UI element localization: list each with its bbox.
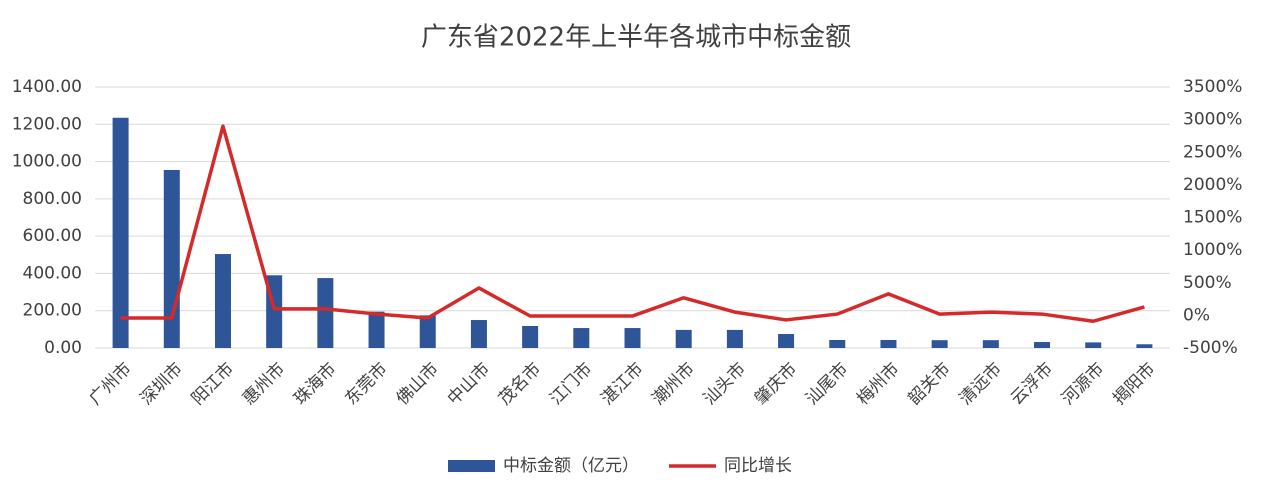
bar bbox=[675, 329, 692, 348]
x-tick-label: 佛山市 bbox=[393, 359, 443, 409]
bar bbox=[214, 254, 231, 348]
legend-label: 中标金额（亿元） bbox=[503, 456, 639, 476]
x-tick-label: 韶关市 bbox=[905, 359, 955, 409]
bar bbox=[880, 339, 897, 348]
x-tick-label: 河源市 bbox=[1058, 359, 1108, 409]
bar bbox=[470, 320, 487, 348]
bar bbox=[624, 328, 641, 348]
bar bbox=[419, 315, 436, 348]
y-tick-label: 200.00 bbox=[23, 301, 82, 321]
y2-tick-label: 2000% bbox=[1183, 175, 1242, 195]
x-tick-label: 揭阳市 bbox=[1109, 359, 1159, 409]
bar bbox=[829, 339, 846, 348]
y2-tick-label: 2500% bbox=[1183, 142, 1242, 162]
y2-tick-label: 1000% bbox=[1183, 240, 1242, 260]
x-tick-label: 肇庆市 bbox=[751, 359, 801, 409]
x-tick-label: 深圳市 bbox=[137, 359, 187, 409]
bar bbox=[368, 311, 385, 348]
legend-swatch bbox=[448, 460, 495, 472]
y2-tick-label: 1500% bbox=[1183, 208, 1242, 228]
x-tick-label: 云浮市 bbox=[1007, 359, 1057, 409]
bar bbox=[112, 117, 129, 348]
y2-tick-label: 0% bbox=[1183, 305, 1210, 325]
x-tick-label: 潮州市 bbox=[649, 359, 699, 409]
y-tick-label: 600.00 bbox=[23, 226, 82, 246]
y2-tick-label: 3500% bbox=[1183, 77, 1242, 97]
bar bbox=[163, 169, 180, 348]
x-tick-label: 清远市 bbox=[956, 359, 1006, 409]
x-tick-label: 湛江市 bbox=[597, 359, 647, 409]
bar bbox=[778, 334, 795, 348]
x-tick-label: 中山市 bbox=[444, 359, 494, 409]
bar bbox=[726, 329, 743, 348]
y2-tick-label: -500% bbox=[1183, 338, 1238, 358]
y-tick-label: 1200.00 bbox=[12, 114, 82, 134]
bar bbox=[317, 278, 334, 348]
x-tick-label: 珠海市 bbox=[290, 359, 340, 409]
y2-tick-label: 3000% bbox=[1183, 110, 1242, 130]
y-tick-label: 1000.00 bbox=[12, 152, 82, 172]
bar bbox=[1085, 342, 1102, 348]
x-tick-label: 汕尾市 bbox=[802, 359, 852, 409]
bar bbox=[931, 340, 948, 348]
y-tick-label: 0.00 bbox=[44, 338, 82, 358]
y2-tick-label: 500% bbox=[1183, 273, 1232, 293]
x-tick-label: 茂名市 bbox=[495, 359, 545, 409]
bar bbox=[573, 328, 590, 348]
x-tick-label: 梅州市 bbox=[853, 359, 903, 409]
bar bbox=[982, 340, 999, 348]
x-tick-label: 江门市 bbox=[546, 359, 596, 409]
x-tick-label: 惠州市 bbox=[239, 359, 289, 409]
y-tick-label: 800.00 bbox=[23, 189, 82, 209]
legend-label: 同比增长 bbox=[724, 456, 792, 476]
bar bbox=[1136, 344, 1153, 348]
line bbox=[120, 124, 1145, 323]
bar bbox=[1034, 342, 1051, 348]
x-tick-label: 阳江市 bbox=[188, 359, 238, 409]
y-tick-label: 400.00 bbox=[23, 263, 82, 283]
x-tick-label: 汕头市 bbox=[700, 359, 750, 409]
chart-title: 广东省2022年上半年各城市中标金额 bbox=[421, 23, 851, 53]
bar bbox=[522, 326, 539, 348]
y-tick-label: 1400.00 bbox=[12, 77, 82, 97]
x-tick-label: 东莞市 bbox=[341, 359, 391, 409]
x-tick-label: 广州市 bbox=[85, 359, 135, 409]
